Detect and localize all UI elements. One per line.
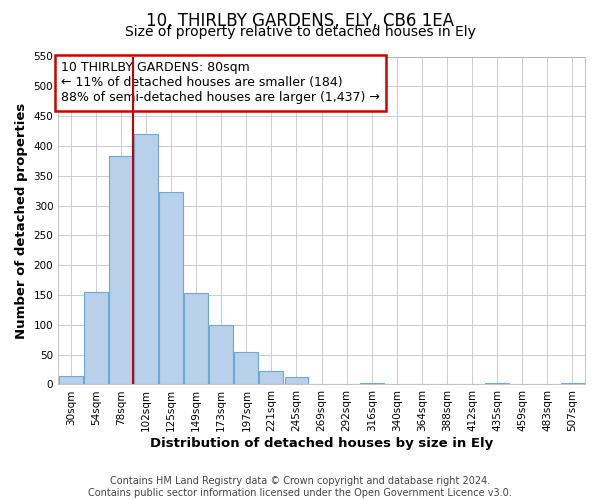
Bar bbox=[209, 325, 233, 384]
Bar bbox=[259, 372, 283, 384]
Bar bbox=[109, 156, 133, 384]
Text: 10 THIRLBY GARDENS: 80sqm
← 11% of detached houses are smaller (184)
88% of semi: 10 THIRLBY GARDENS: 80sqm ← 11% of detac… bbox=[61, 62, 380, 104]
Bar bbox=[235, 352, 258, 384]
Y-axis label: Number of detached properties: Number of detached properties bbox=[15, 102, 28, 339]
Bar bbox=[134, 134, 158, 384]
Text: 10, THIRLBY GARDENS, ELY, CB6 1EA: 10, THIRLBY GARDENS, ELY, CB6 1EA bbox=[146, 12, 454, 30]
X-axis label: Distribution of detached houses by size in Ely: Distribution of detached houses by size … bbox=[150, 437, 493, 450]
Text: Contains HM Land Registry data © Crown copyright and database right 2024.
Contai: Contains HM Land Registry data © Crown c… bbox=[88, 476, 512, 498]
Bar bbox=[284, 378, 308, 384]
Text: Size of property relative to detached houses in Ely: Size of property relative to detached ho… bbox=[125, 25, 475, 39]
Bar bbox=[159, 192, 183, 384]
Bar bbox=[59, 376, 83, 384]
Bar bbox=[184, 293, 208, 384]
Bar bbox=[84, 292, 108, 384]
